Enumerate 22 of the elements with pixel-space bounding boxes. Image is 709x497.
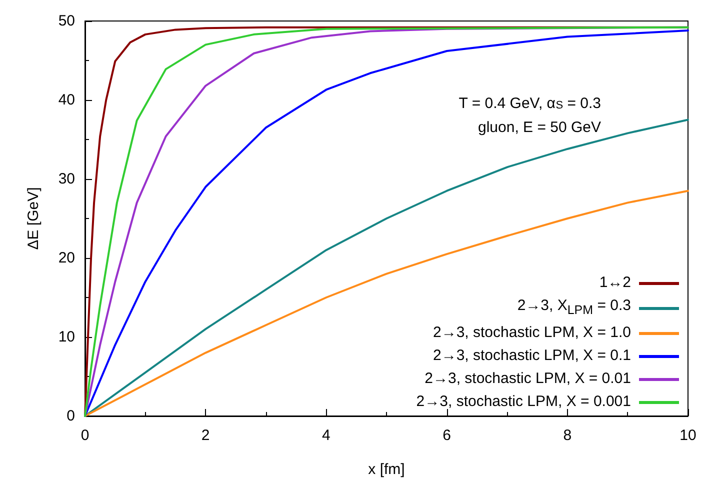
y-tick-label: 0 bbox=[66, 408, 75, 424]
legend-label: 2→3, X$_{LPM}$ = 0.3 bbox=[517, 297, 631, 319]
y-tick-label: 20 bbox=[58, 250, 75, 266]
legend-label: 2→3, stochastic LPM, X = 0.01 bbox=[424, 370, 631, 388]
x-tick-label: 6 bbox=[442, 427, 451, 444]
y-tick-label: 50 bbox=[58, 12, 75, 30]
annotation: T = 0.4 GeV, αS = 0.3 bbox=[458, 95, 602, 112]
legend-label: 2→3, stochastic LPM, X = 0.1 bbox=[432, 347, 631, 365]
x-tick-label: 10 bbox=[680, 427, 696, 444]
x-tick-label: 8 bbox=[563, 427, 572, 444]
y-axis-title: ΔE [GeV] bbox=[25, 187, 42, 250]
legend-label: 2→3, stochastic LPM, X = 0.001 bbox=[416, 393, 631, 411]
legend-label: 1↔2 bbox=[599, 274, 631, 292]
y-tick-label: 40 bbox=[58, 92, 75, 108]
x-tick-label: 2 bbox=[201, 427, 210, 444]
x-axis-title: x [fm] bbox=[368, 461, 405, 478]
legend-label: 2→3, stochastic LPM, X = 1.0 bbox=[432, 324, 631, 342]
x-tick-label: 4 bbox=[322, 427, 330, 444]
y-tick-label: 10 bbox=[58, 328, 75, 346]
annotation: gluon, E = 50 GeV bbox=[478, 119, 602, 136]
x-tick-label: 0 bbox=[80, 427, 90, 444]
y-tick-label: 30 bbox=[58, 170, 75, 188]
